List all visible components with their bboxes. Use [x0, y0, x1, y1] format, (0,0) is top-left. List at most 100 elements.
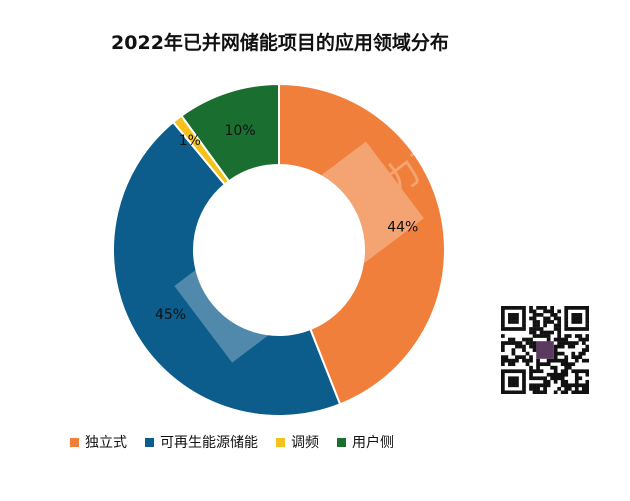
qr-module [522, 327, 526, 331]
qr-module [529, 365, 533, 370]
qr-module [571, 351, 576, 356]
qr-module [522, 323, 526, 328]
qr-module [564, 341, 569, 345]
qr-module [515, 316, 519, 321]
qr-module [508, 320, 512, 324]
qr-module [515, 383, 519, 388]
qr-module [574, 327, 579, 331]
qr-module [550, 365, 554, 370]
qr-module [536, 323, 540, 328]
qr-module [511, 376, 516, 381]
qr-module [578, 351, 583, 356]
qr-module [518, 355, 523, 359]
qr-module [536, 386, 540, 391]
qr-module [501, 372, 505, 377]
qr-module [560, 372, 565, 377]
qr-module [532, 390, 537, 394]
qr-module [571, 341, 576, 345]
qr-module [571, 344, 576, 349]
qr-module [578, 316, 583, 321]
qr-module [532, 348, 537, 352]
qr-module [578, 334, 583, 338]
qr-module [501, 313, 505, 317]
legend-swatch-0 [70, 437, 79, 447]
qr-module [564, 379, 569, 384]
qr-module [525, 351, 530, 356]
qr-module [511, 320, 516, 324]
qr-module [532, 344, 537, 349]
qr-module [550, 376, 554, 381]
qr-module [574, 372, 579, 377]
qr-module [501, 355, 505, 359]
qr-module [574, 376, 579, 381]
qr-module [581, 383, 586, 388]
qr-module [571, 362, 576, 367]
qr-module [543, 323, 547, 328]
qr-module [543, 383, 547, 388]
qr-module [511, 383, 516, 388]
qr-module [557, 372, 562, 377]
qr-module [557, 320, 562, 324]
qr-module [536, 383, 540, 388]
qr-module [571, 327, 576, 331]
qr-module [564, 358, 569, 363]
qr-module [557, 316, 562, 321]
qr-module [536, 369, 540, 374]
qr-module [536, 320, 540, 324]
qr-module [578, 390, 583, 394]
qr-module [567, 383, 572, 388]
qr-module [508, 327, 512, 331]
watermark-logo-icon [201, 258, 278, 337]
slice-3 [180, 82, 280, 183]
qr-module [515, 306, 519, 310]
qr-module [522, 386, 526, 391]
qr-module [522, 309, 526, 314]
qr-module [511, 316, 516, 321]
qr-module [578, 376, 583, 381]
qr-module [553, 355, 558, 359]
qr-module [511, 306, 516, 310]
qr-module [515, 341, 519, 345]
qr-module [532, 316, 537, 321]
qr-module [585, 372, 589, 377]
qr-module [578, 355, 583, 359]
qr-module [529, 330, 533, 335]
qr-module [550, 330, 554, 335]
qr-module [525, 358, 530, 363]
watermark-band [174, 141, 424, 363]
qr-module [532, 386, 537, 391]
qr-module [539, 334, 544, 338]
qr-module [529, 309, 533, 314]
qr-module [585, 334, 589, 338]
qr-module [511, 379, 516, 384]
qr-module [539, 362, 544, 367]
qr-module [546, 330, 551, 335]
legend-item-3: 用户侧 [337, 432, 394, 452]
qr-module [557, 351, 562, 356]
qr-module [508, 313, 512, 317]
qr-module [508, 390, 512, 394]
qr-module [557, 358, 562, 363]
qr-module [557, 334, 562, 338]
qr-module [508, 362, 512, 367]
qr-module [522, 376, 526, 381]
qr-module [585, 320, 589, 324]
qr-module [578, 327, 583, 331]
qr-module [539, 369, 544, 374]
qr-module [501, 358, 505, 363]
chart-title: 2022年已并网储能项目的应用领域分布 [111, 32, 449, 54]
slice-0 [278, 82, 446, 406]
qr-module [522, 390, 526, 394]
qr-module [536, 334, 540, 338]
qr-module [546, 362, 551, 367]
qr-module [550, 372, 554, 377]
qr-module [564, 316, 569, 321]
qr-module [525, 337, 530, 342]
qr-module [518, 390, 523, 394]
donut-slices [112, 82, 446, 417]
qr-module [585, 313, 589, 317]
qr-module [546, 379, 551, 384]
qr-module [550, 320, 554, 324]
qr-module [504, 358, 509, 363]
qr-module [564, 337, 569, 342]
